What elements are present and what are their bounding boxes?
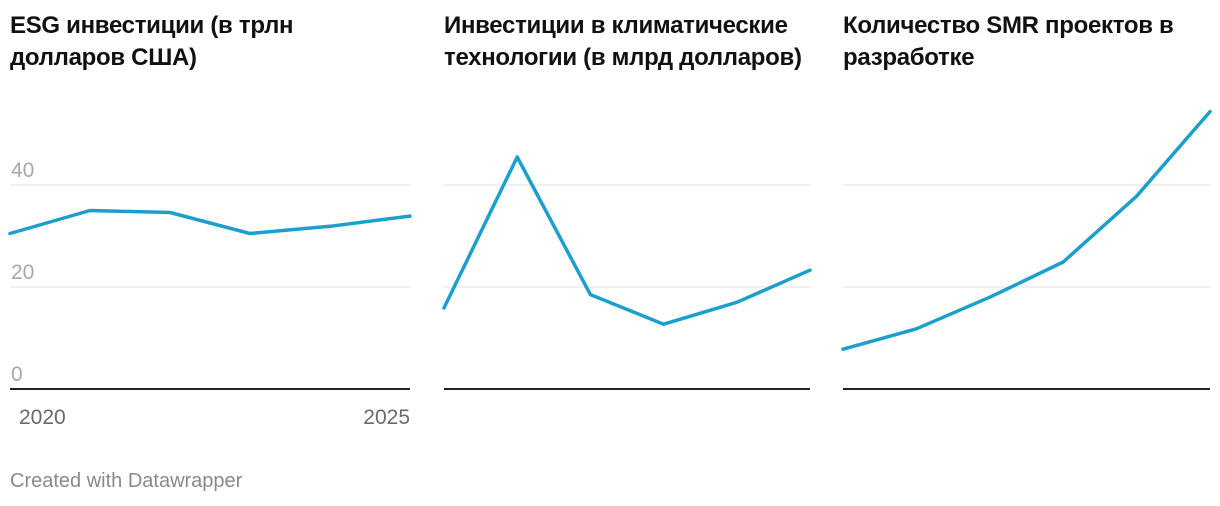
chart-title-esg: ESG инвестиции (в трлн долларов США) xyxy=(10,12,294,71)
y-tick-label-0: 0 xyxy=(11,363,23,386)
x-tick-label-start: 2020 xyxy=(19,406,66,429)
chart-title-smr: Количество SMR проектов в разработке xyxy=(843,12,1174,71)
x-tick-label-end: 2025 xyxy=(363,406,410,429)
series-line-2-0 xyxy=(841,109,1212,351)
y-tick-label-40: 40 xyxy=(11,159,34,182)
series-line-0-0 xyxy=(8,208,412,236)
chart-title-climate-tech: Инвестиции в климатические технологии (в… xyxy=(444,12,802,71)
series-line-1-0 xyxy=(442,155,812,326)
datawrapper-credit: Created with Datawrapper xyxy=(10,470,243,492)
y-tick-label-20: 20 xyxy=(11,261,34,284)
